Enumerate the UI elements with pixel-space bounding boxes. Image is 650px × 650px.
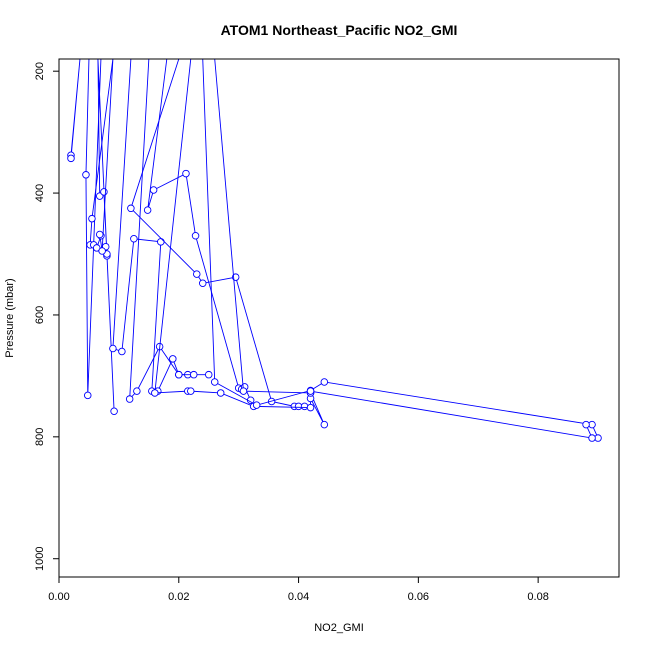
data-point xyxy=(127,204,135,213)
data-point xyxy=(216,389,225,397)
data-point xyxy=(300,402,309,411)
y-tick-label: 200 xyxy=(34,62,46,80)
data-point xyxy=(190,370,198,379)
y-axis: 200 400 600 800 1000 xyxy=(34,62,60,571)
x-tick-label: 0.00 xyxy=(48,591,69,603)
x-tick-label: 0.08 xyxy=(527,591,548,603)
data-point xyxy=(118,347,126,356)
data-point xyxy=(88,214,96,223)
data-point xyxy=(125,395,134,403)
data-point xyxy=(306,387,315,395)
data-point xyxy=(109,344,117,353)
data-point xyxy=(198,279,207,288)
x-axis-label: NO2_GMI xyxy=(314,622,364,634)
data-point xyxy=(210,378,219,386)
y-tick-label: 1000 xyxy=(34,546,46,570)
data-point xyxy=(67,154,75,163)
data-point xyxy=(306,403,315,412)
data-point xyxy=(193,270,201,278)
data-point xyxy=(320,420,329,429)
x-tick-label: 0.06 xyxy=(408,591,429,603)
series-line-9 xyxy=(154,59,325,425)
series-line-2 xyxy=(85,59,102,396)
data-point xyxy=(191,231,200,240)
data-point xyxy=(169,355,177,363)
data-point xyxy=(252,401,261,409)
data-point xyxy=(204,370,213,379)
data-point xyxy=(149,186,158,194)
data-point xyxy=(82,171,90,179)
data-point xyxy=(95,230,104,239)
data-point xyxy=(239,387,248,395)
data-point xyxy=(588,434,596,442)
data-point xyxy=(157,238,165,246)
data-point xyxy=(182,169,190,178)
data-point xyxy=(582,420,590,429)
plot-area xyxy=(67,59,602,442)
data-point xyxy=(143,206,152,214)
y-tick-label: 800 xyxy=(34,428,46,446)
data-point xyxy=(320,378,329,386)
y-tick-label: 400 xyxy=(34,184,46,202)
data-point xyxy=(100,188,108,196)
chart-title: ATOM1 Northeast_Pacific NO2_GMI xyxy=(221,22,458,38)
data-point xyxy=(133,387,141,395)
x-tick-label: 0.02 xyxy=(168,591,189,603)
data-point xyxy=(187,387,195,395)
y-tick-label: 600 xyxy=(34,306,46,324)
data-point xyxy=(175,370,183,379)
data-point xyxy=(130,235,138,243)
x-axis: 0.00 0.02 0.04 0.06 0.08 xyxy=(48,576,549,603)
data-point xyxy=(83,391,92,400)
data-point xyxy=(110,407,118,415)
data-point xyxy=(98,247,106,255)
y-axis-label: Pressure (mbar) xyxy=(4,278,16,357)
data-point xyxy=(151,389,159,397)
series-line-5 xyxy=(112,59,188,392)
x-tick-label: 0.04 xyxy=(288,591,309,603)
